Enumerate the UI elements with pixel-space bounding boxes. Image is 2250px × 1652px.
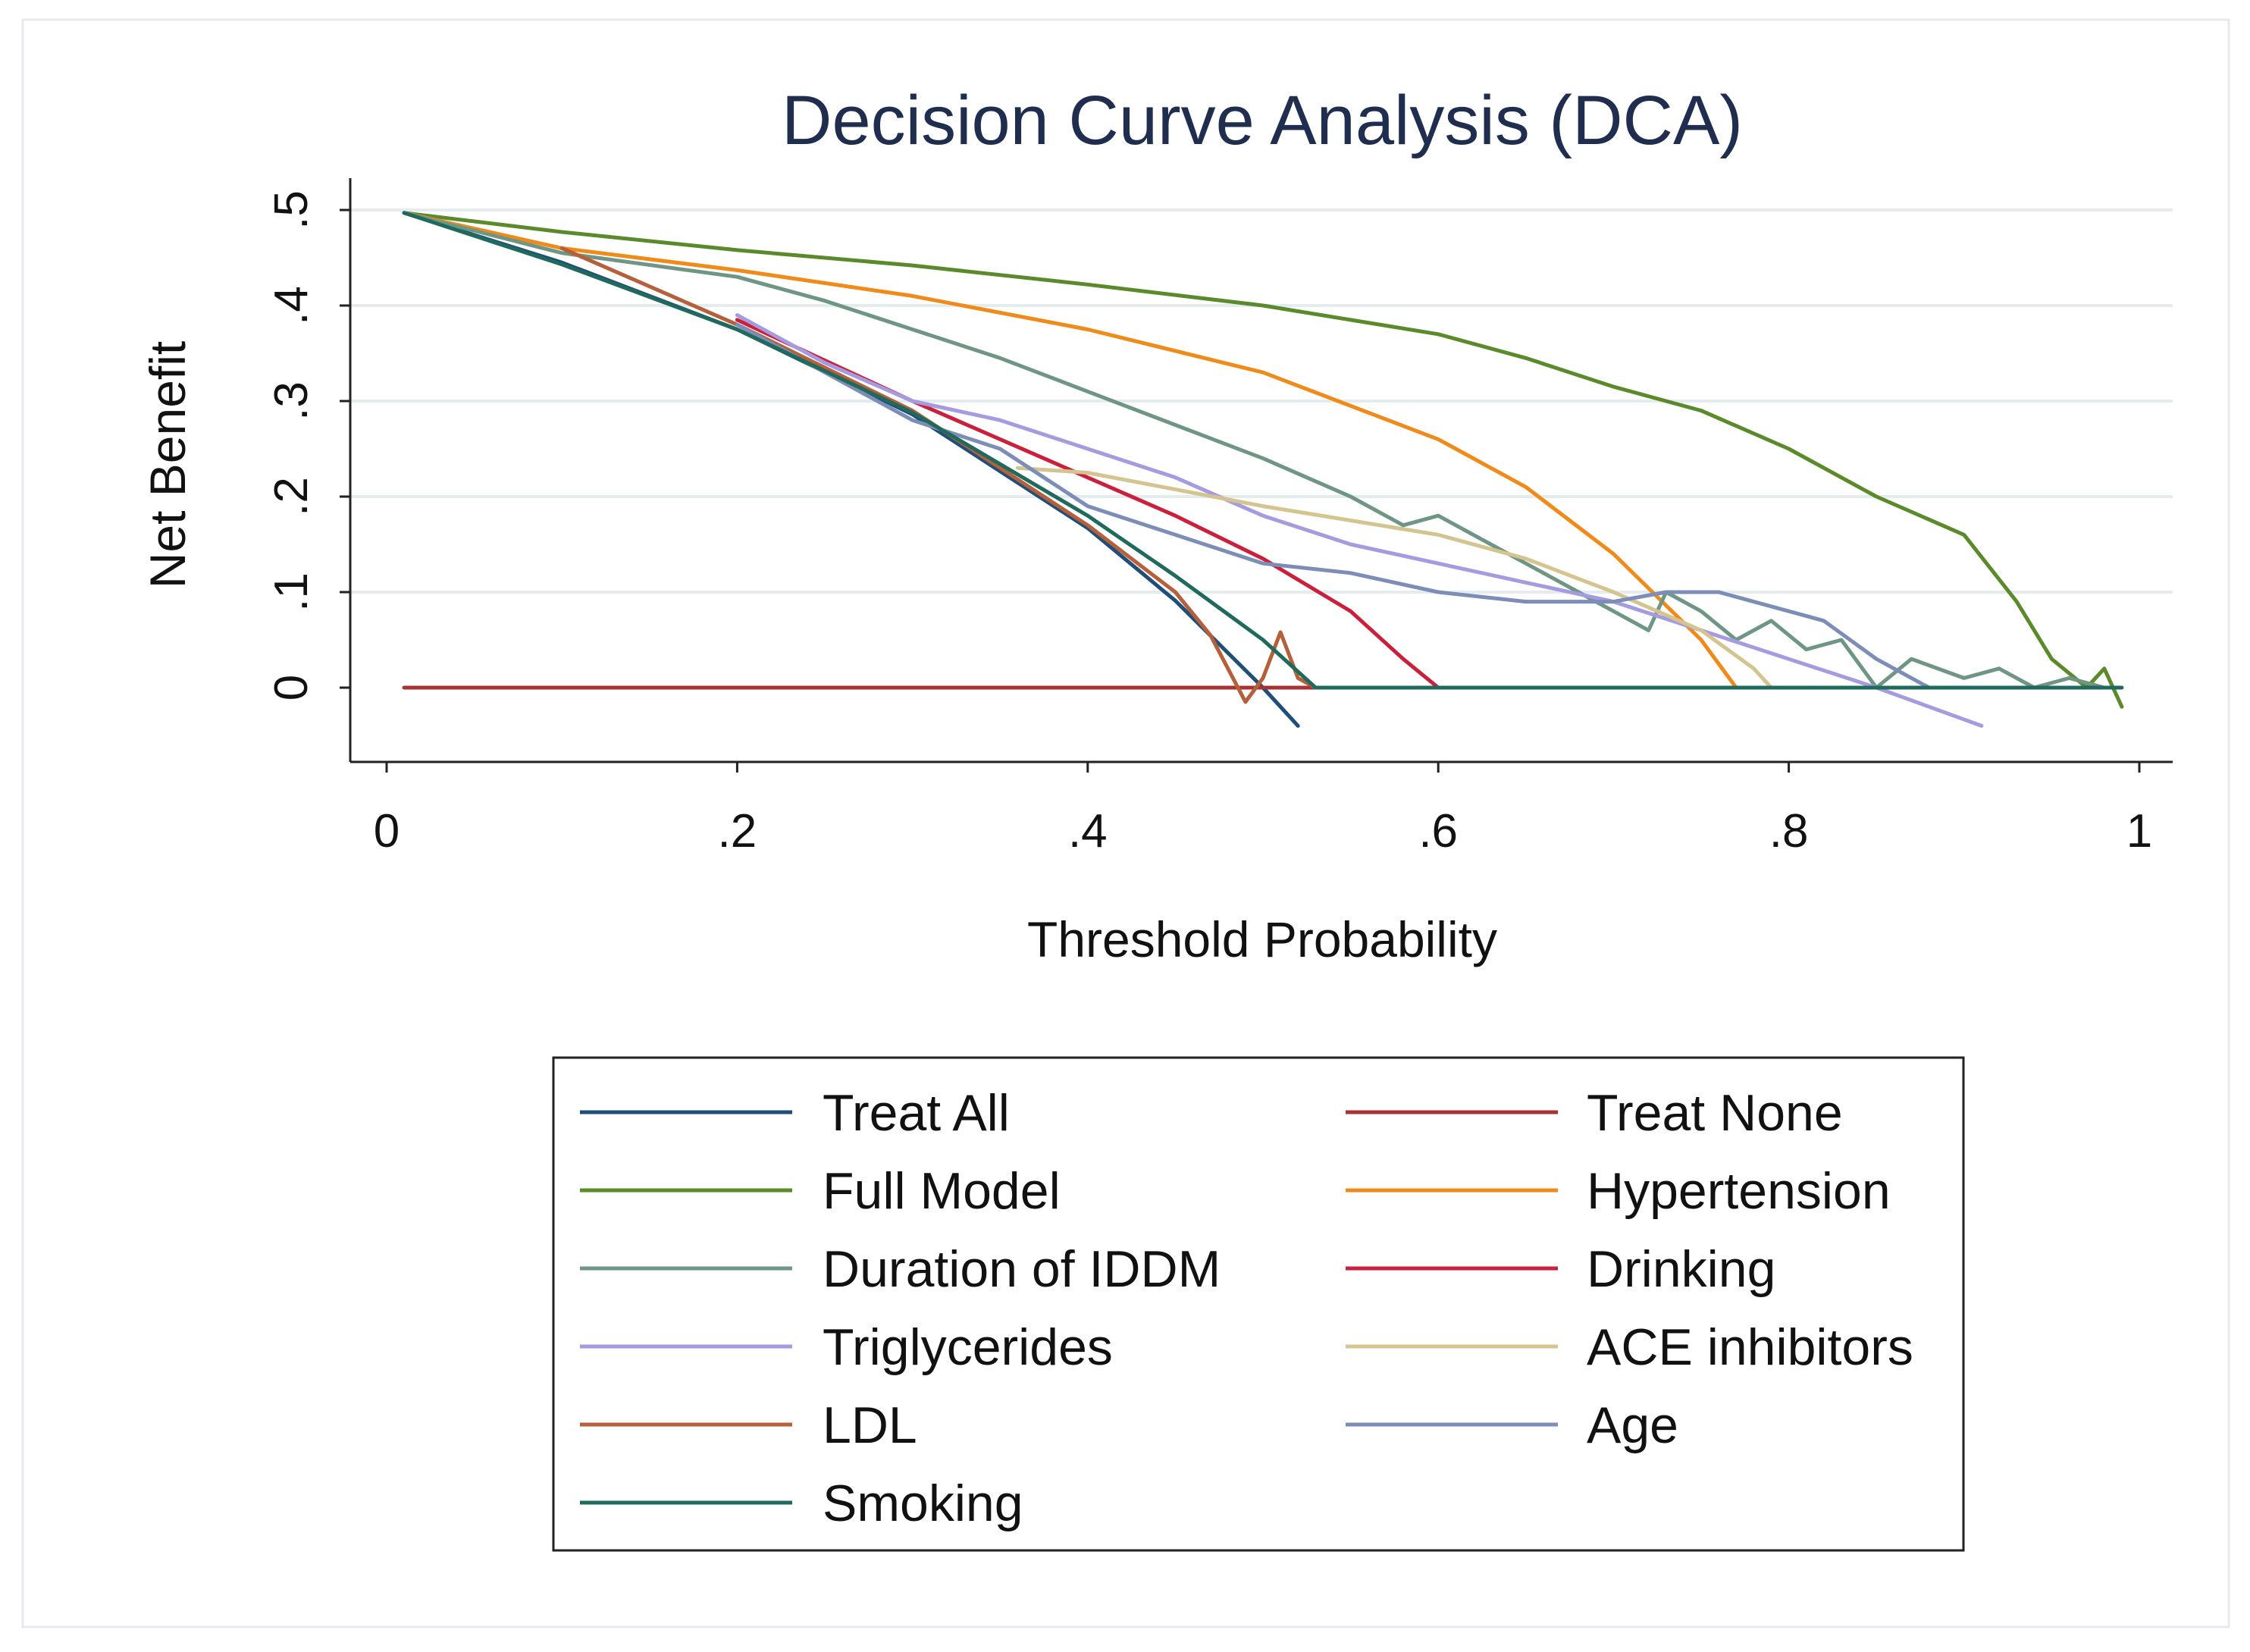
- series-line-smoking: [402, 211, 2124, 690]
- legend: Treat All Treat None Full Model Hypertensio…: [552, 1056, 1965, 1552]
- x-tick-label: 0: [374, 805, 400, 857]
- series-line-hypertension: [402, 211, 1756, 690]
- x-axis-title: Threshold Probability: [1027, 911, 1497, 967]
- legend-label: Age: [1587, 1397, 1678, 1454]
- gridlines: [350, 208, 2173, 594]
- legend-box: [552, 1056, 1965, 1552]
- series-line-ace-inhibitors: [1015, 466, 1773, 690]
- legend-label: Duration of IDDM: [823, 1240, 1221, 1298]
- x-tick-label: .2: [718, 805, 757, 857]
- y-tick-label: .5: [265, 190, 318, 230]
- y-tick-label: .1: [265, 572, 318, 612]
- chart-title: Decision Curve Analysis (DCA): [782, 82, 1743, 159]
- legend-label: Treat None: [1587, 1084, 1843, 1142]
- y-tick-label: .3: [265, 381, 318, 421]
- y-tick-label: 0: [265, 675, 318, 701]
- series-line-ldl: [559, 246, 1318, 704]
- y-tick-label: .2: [265, 477, 318, 516]
- x-tick-label: .6: [1418, 805, 1458, 857]
- legend-label: Triglycerides: [823, 1318, 1113, 1376]
- x-tick-label: 1: [2126, 805, 2152, 857]
- legend-label: Full Model: [823, 1162, 1061, 1220]
- legend-label: Smoking: [823, 1475, 1023, 1532]
- legend-label: Drinking: [1587, 1240, 1775, 1298]
- legend-label: Hypertension: [1587, 1162, 1891, 1220]
- series-line-drinking: [735, 318, 1440, 690]
- series-line-age: [735, 322, 1966, 690]
- legend-label: ACE inhibitors: [1587, 1318, 1913, 1376]
- x-tick-label: .4: [1068, 805, 1108, 857]
- y-tick-label: .4: [265, 286, 318, 325]
- y-axis-title: Net Benefit: [139, 341, 196, 589]
- series-line-full-model: [402, 211, 2124, 709]
- axes: 0 .1 .2 .3 .4 .5 0 .2 .4 .6 .8 1: [265, 178, 2173, 857]
- legend-label: Treat All: [823, 1084, 1010, 1142]
- legend-label: LDL: [823, 1397, 917, 1454]
- series-lines: [402, 211, 2124, 728]
- x-tick-label: .8: [1769, 805, 1809, 857]
- series-line-triglycerides: [735, 313, 1984, 728]
